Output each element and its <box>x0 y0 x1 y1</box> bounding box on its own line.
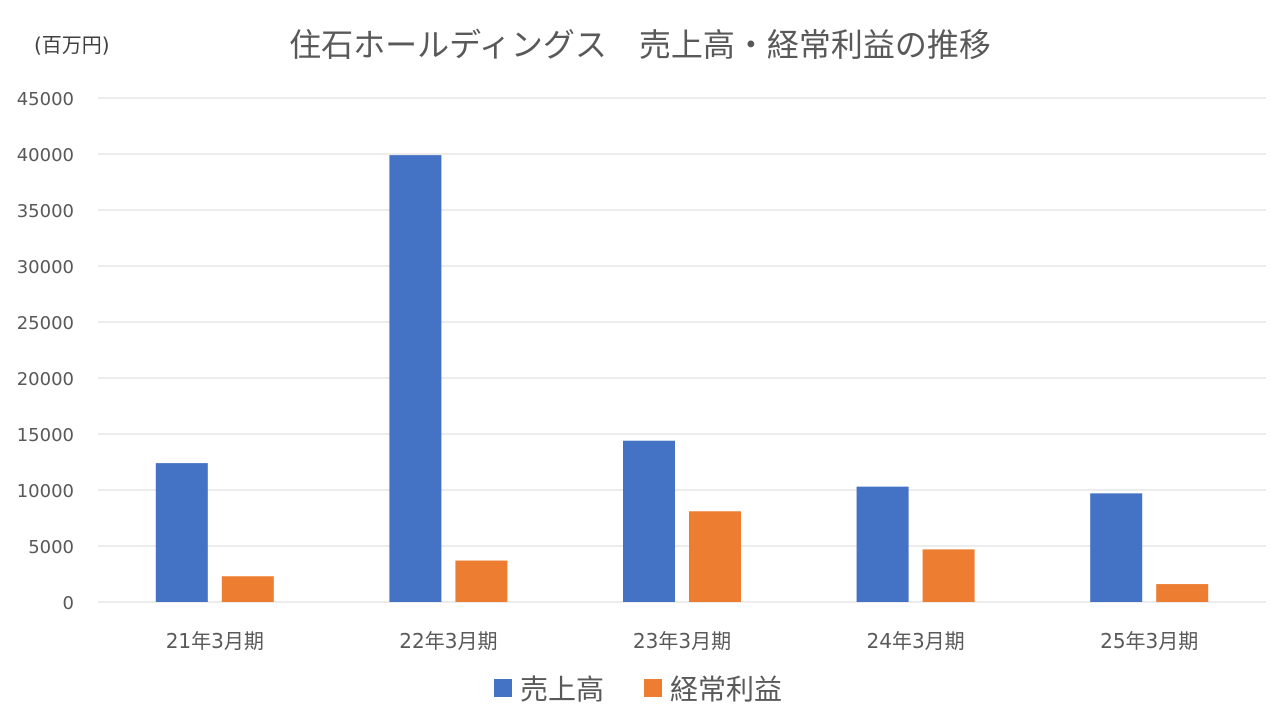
y-tick-label: 20000 <box>17 369 74 390</box>
bar-sales <box>389 155 442 602</box>
y-tick-label: 35000 <box>17 201 74 222</box>
legend-swatch <box>494 679 512 697</box>
y-axis-ticks: 0 5000 10000 15000 20000 25000 30000 35000 40000… <box>17 89 74 614</box>
bar-sales <box>856 486 909 602</box>
bar-sales <box>623 440 675 602</box>
legend-label: 売上高 <box>520 673 604 706</box>
y-tick-label: 40000 <box>17 145 74 166</box>
y-tick-label: 15000 <box>17 425 74 446</box>
y-tick-label: 5000 <box>28 537 74 558</box>
bar-ordinary-profit <box>455 560 508 602</box>
x-category-label: 23年3月期 <box>633 629 731 653</box>
legend: 売上高 経常利益 <box>494 673 782 706</box>
x-category-label: 25年3月期 <box>1100 629 1198 653</box>
bar-sales <box>1090 493 1143 602</box>
bar-ordinary-profit <box>689 511 741 602</box>
bars <box>155 155 1209 602</box>
x-category-label: 24年3月期 <box>867 629 965 653</box>
legend-label: 経常利益 <box>670 673 782 706</box>
x-category-label: 21年3月期 <box>166 629 264 653</box>
chart-title: 住石ホールディングス 売上高・経常利益の推移 <box>289 26 991 64</box>
unit-label: (百万円) <box>34 33 110 57</box>
bar-sales <box>155 463 208 602</box>
y-tick-label: 10000 <box>17 481 74 502</box>
x-category-label: 22年3月期 <box>399 629 497 653</box>
y-tick-label: 30000 <box>17 257 74 278</box>
x-axis-categories: 21年3月期 22年3月期 23年3月期 24年3月期 25年3月期 <box>166 629 1199 653</box>
bar-ordinary-profit <box>221 576 274 602</box>
gridlines <box>98 97 1266 603</box>
y-tick-label: 25000 <box>17 313 74 334</box>
legend-swatch <box>644 679 662 697</box>
y-tick-label: 45000 <box>17 89 74 110</box>
y-tick-label: 0 <box>63 593 74 614</box>
bar-ordinary-profit <box>1156 584 1209 602</box>
bar-ordinary-profit <box>922 549 975 602</box>
